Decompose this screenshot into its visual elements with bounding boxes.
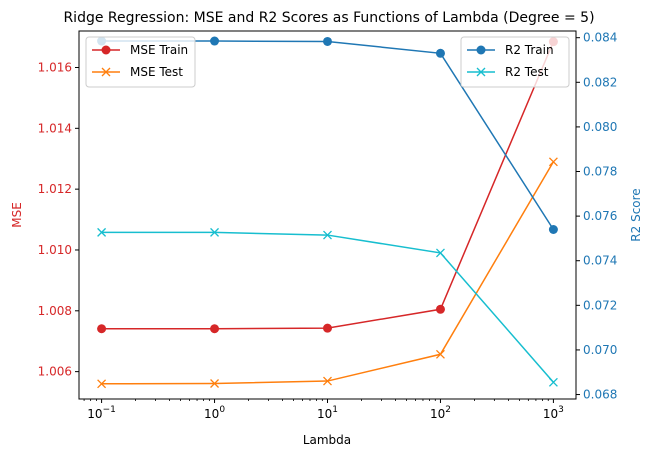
legend-marker-r2-test-stroke-b <box>476 67 486 77</box>
r2-test-point-0-stroke-b <box>97 227 107 237</box>
mse-test-point-2-stroke-b <box>323 376 332 386</box>
mse-train-point-0 <box>97 324 107 334</box>
left-y-axis-title: MSE <box>10 202 24 228</box>
series-layer <box>97 36 558 389</box>
legend-marker-mse-test-stroke-b <box>101 67 111 77</box>
r2-train-point-2 <box>323 36 332 46</box>
r2-test-point-2-stroke-b <box>323 230 332 240</box>
right-tick-label-3: 0.074 <box>583 254 617 268</box>
x-axis: 10−1 100 101 102 103 <box>83 399 564 421</box>
r2-test-point-3 <box>435 248 445 258</box>
right-tick-label-4: 0.076 <box>583 209 617 223</box>
r2-test-point-1-stroke-b <box>210 227 220 237</box>
mse-train-point-2 <box>323 323 332 333</box>
mse-train-point-3 <box>435 304 445 314</box>
right-tick-label-0: 0.068 <box>583 388 617 402</box>
r2-test-point-4-stroke-b <box>548 377 558 387</box>
right-tick-label-7: 0.082 <box>583 75 617 89</box>
left-tick-label-5: 1.016 <box>38 60 72 74</box>
legend-label-mse-train: MSE Train <box>130 43 188 57</box>
left-tick-label-4: 1.014 <box>38 121 72 135</box>
mse-test-point-3 <box>435 349 445 359</box>
right-tick-label-8: 0.084 <box>583 31 617 45</box>
x-tick-label-3: 102 <box>430 405 451 421</box>
x-tick-label-1: 100 <box>204 405 225 421</box>
right-y-axis: 0.068 0.070 0.072 0.074 0.076 0.078 0.080 0.082… <box>576 31 617 402</box>
legend-marker-r2-test <box>476 67 486 77</box>
right-tick-label-5: 0.078 <box>583 165 617 179</box>
legend-mse: MSE Train MSE Test <box>85 36 196 88</box>
chart-title: Ridge Regression: MSE and R2 Scores as F… <box>63 10 594 26</box>
mse-test-point-0 <box>97 379 107 389</box>
right-tick-label-1: 0.070 <box>583 343 617 357</box>
r2-test-line <box>101 231 554 383</box>
r2-test-point-4 <box>548 377 558 387</box>
mse-train-point-1 <box>210 324 220 334</box>
right-y-axis-title: R2 Score <box>629 188 643 241</box>
r2-test-point-1 <box>210 227 220 237</box>
legend-label-mse-test: MSE Test <box>130 65 183 79</box>
x-tick-label-4: 103 <box>543 405 564 421</box>
r2-train-point-1 <box>210 36 220 46</box>
x-axis-title: Lambda <box>303 433 351 447</box>
left-tick-label-0: 1.006 <box>38 365 72 379</box>
mse-test-point-2 <box>323 376 332 386</box>
legend-marker-mse-train <box>101 45 111 55</box>
mse-test-line <box>101 161 555 385</box>
r2-train-point-4 <box>548 224 558 234</box>
legend-r2: R2 Train R2 Test <box>460 36 570 88</box>
mse-test-point-0-stroke-b <box>97 379 107 389</box>
legend-marker-r2-train <box>476 45 486 55</box>
mse-test-point-4-stroke-b <box>548 157 558 167</box>
left-tick-label-2: 1.010 <box>38 243 72 257</box>
x-tick-label-2: 101 <box>317 405 338 421</box>
r2-test-point-2 <box>323 230 332 240</box>
left-tick-label-3: 1.012 <box>38 182 72 196</box>
r2-train-point-3 <box>435 48 445 58</box>
left-tick-label-1: 1.008 <box>38 304 72 318</box>
legend-label-r2-test: R2 Test <box>505 65 549 79</box>
legend-label-r2-train: R2 Train <box>505 43 554 57</box>
mse-test-point-1 <box>210 379 220 388</box>
mse-test-point-1-stroke-b <box>210 379 220 388</box>
legend-marker-mse-test <box>101 67 111 77</box>
mse-test-point-3-stroke-b <box>435 349 445 359</box>
left-y-axis: 1.006 1.008 1.010 1.012 1.014 1.016 <box>38 60 79 379</box>
right-tick-label-2: 0.072 <box>583 298 617 312</box>
r2-test-point-3-stroke-b <box>435 248 445 258</box>
series-mse-test <box>97 157 558 389</box>
x-tick-label-0: 10−1 <box>87 405 116 421</box>
mse-test-point-4 <box>548 157 558 167</box>
right-tick-label-6: 0.080 <box>583 120 617 134</box>
r2-test-point-0 <box>97 227 107 237</box>
series-r2-test <box>97 227 558 387</box>
